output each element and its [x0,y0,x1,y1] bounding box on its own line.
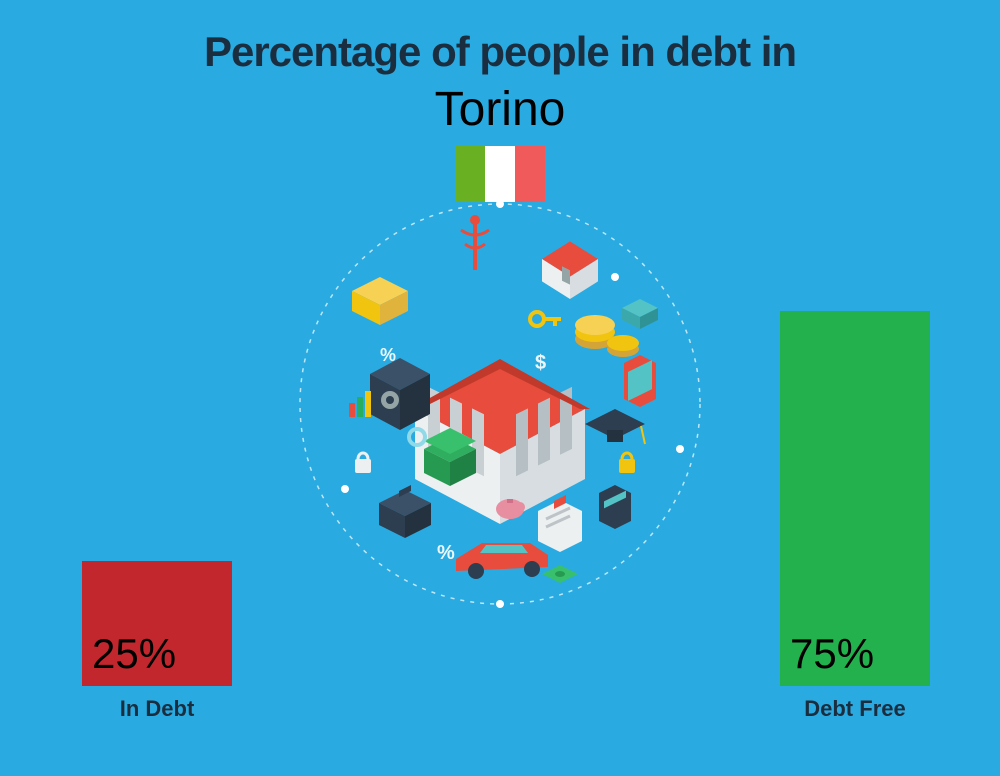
page-title: Percentage of people in debt in [0,28,1000,76]
bar-debt-free: 75% [780,311,930,686]
city-name: Torino [0,82,1000,137]
bar-label-in-debt: In Debt [57,696,257,722]
svg-text:%: % [437,542,455,564]
svg-text:%: % [380,345,396,365]
bar-in-debt: 25% [82,561,232,686]
bar-label-debt-free: Debt Free [755,696,955,722]
svg-text:$: $ [535,352,546,374]
bar-value-debt-free: 75% [780,630,930,686]
finance-illustration-icon: $ % % [285,189,715,619]
bar-value-in-debt: 25% [82,630,232,686]
